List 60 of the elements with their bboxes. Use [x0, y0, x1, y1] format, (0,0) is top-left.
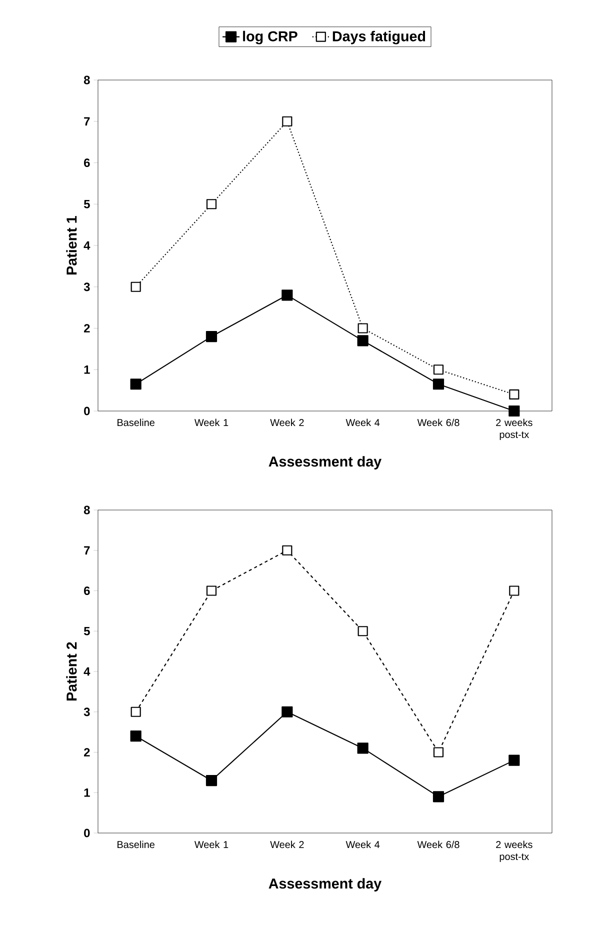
point	[130, 706, 141, 717]
x-tick-label: Week 2	[270, 418, 304, 426]
x-tick-label: Baseline	[118, 418, 154, 426]
y-tick-label: 1	[84, 366, 90, 374]
point	[509, 586, 520, 596]
y-tick-label: 3	[84, 708, 90, 716]
y-axis-title: Patient 1	[66, 216, 77, 274]
y-tick-label: 7	[84, 117, 90, 126]
x-tick-label: Week 6/8	[417, 840, 460, 848]
point	[433, 747, 444, 758]
point	[509, 389, 520, 400]
point	[130, 378, 142, 390]
legend-label: log CRP	[243, 30, 298, 44]
point	[508, 405, 520, 417]
y-tick-label: 0	[84, 828, 90, 838]
x-axis-title: Assessment day	[268, 878, 382, 892]
point	[432, 791, 444, 802]
point	[282, 545, 292, 556]
point	[432, 378, 444, 390]
y-tick-label: 5	[84, 200, 90, 208]
x-axis-title: Assessment day	[268, 456, 382, 470]
point	[282, 290, 293, 301]
x-tick-label: Week 1	[194, 418, 228, 426]
x-tick-label: 2 weeks post-tx	[496, 418, 532, 440]
point	[206, 774, 218, 786]
point	[508, 754, 520, 766]
x-tick-label: 2 weeks post-tx	[496, 840, 532, 862]
point	[206, 199, 217, 210]
x-tick-label: Week 1	[194, 840, 228, 848]
point	[206, 330, 218, 342]
y-tick-label: 8	[84, 76, 90, 84]
x-tick-label: Week 4	[346, 840, 380, 848]
point	[433, 364, 444, 375]
x-tick-label: Week 2	[270, 840, 304, 848]
x-tick-label: Baseline	[118, 840, 154, 848]
y-tick-label: 7	[84, 546, 90, 554]
point	[282, 706, 293, 718]
x-tick-label: Week 4	[346, 418, 380, 426]
y-tick-label: 6	[84, 158, 90, 167]
y-tick-label: 0	[84, 406, 90, 416]
x-tick-label: Week 6/8	[417, 418, 460, 426]
y-tick-label: 2	[84, 324, 90, 332]
y-tick-label: 6	[84, 586, 90, 595]
point	[282, 116, 292, 126]
point	[358, 626, 368, 636]
point	[357, 742, 368, 754]
point	[358, 323, 368, 334]
point	[130, 730, 142, 742]
y-tick-label: 2	[84, 748, 90, 756]
y-tick-label: 1	[84, 788, 90, 797]
legend-label: Days fatigued	[332, 30, 426, 44]
y-tick-label: 5	[84, 626, 90, 636]
point	[357, 335, 368, 346]
y-tick-label: 3	[84, 282, 90, 292]
point	[206, 586, 217, 596]
y-tick-label: 8	[84, 506, 90, 514]
point	[130, 282, 141, 292]
y-axis-title: Patient 2	[66, 642, 77, 700]
y-tick-label: 4	[84, 667, 90, 676]
y-tick-label: 4	[84, 241, 90, 250]
